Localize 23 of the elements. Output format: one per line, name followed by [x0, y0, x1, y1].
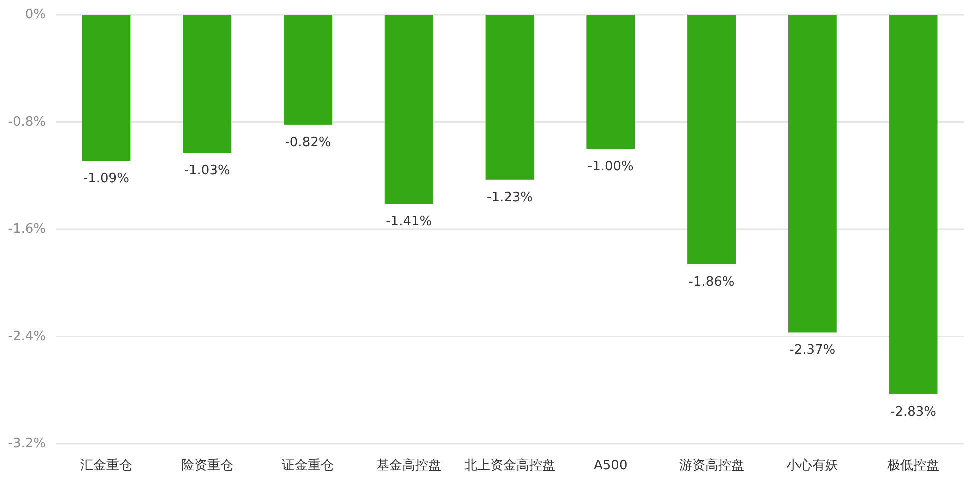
- x-tick-label: 证金重仓: [282, 458, 334, 474]
- y-tick-label: -1.6%: [8, 222, 46, 237]
- y-tick-label: 0%: [25, 8, 46, 22]
- y-tick-label: -0.8%: [8, 114, 46, 130]
- x-tick-label: 极低控盘: [886, 458, 940, 474]
- x-tick-label: 北上资金高控盘: [464, 458, 556, 474]
- data-label: -1.09%: [83, 172, 130, 187]
- y-tick-label: -3.2%: [8, 436, 46, 452]
- data-label: -0.82%: [285, 135, 332, 150]
- x-tick-label: 基金高控盘: [376, 458, 442, 474]
- data-label: -1.03%: [184, 164, 230, 179]
- data-label: -1.00%: [588, 160, 634, 175]
- x-tick-label: 险资重仓: [181, 458, 234, 474]
- data-label: -2.83%: [890, 404, 937, 420]
- x-tick-label: 游资高控盘: [679, 458, 744, 474]
- data-label: -1.23%: [487, 190, 533, 206]
- data-label: -1.41%: [386, 214, 432, 230]
- x-tick-label: 汇金重仓: [80, 458, 132, 474]
- y-tick-label: -2.4%: [8, 329, 46, 344]
- data-label: -1.86%: [688, 274, 735, 290]
- x-tick-label: 小心有妖: [786, 458, 839, 474]
- x-tick-label: A500: [594, 458, 628, 474]
- data-label: -2.37%: [790, 343, 836, 358]
